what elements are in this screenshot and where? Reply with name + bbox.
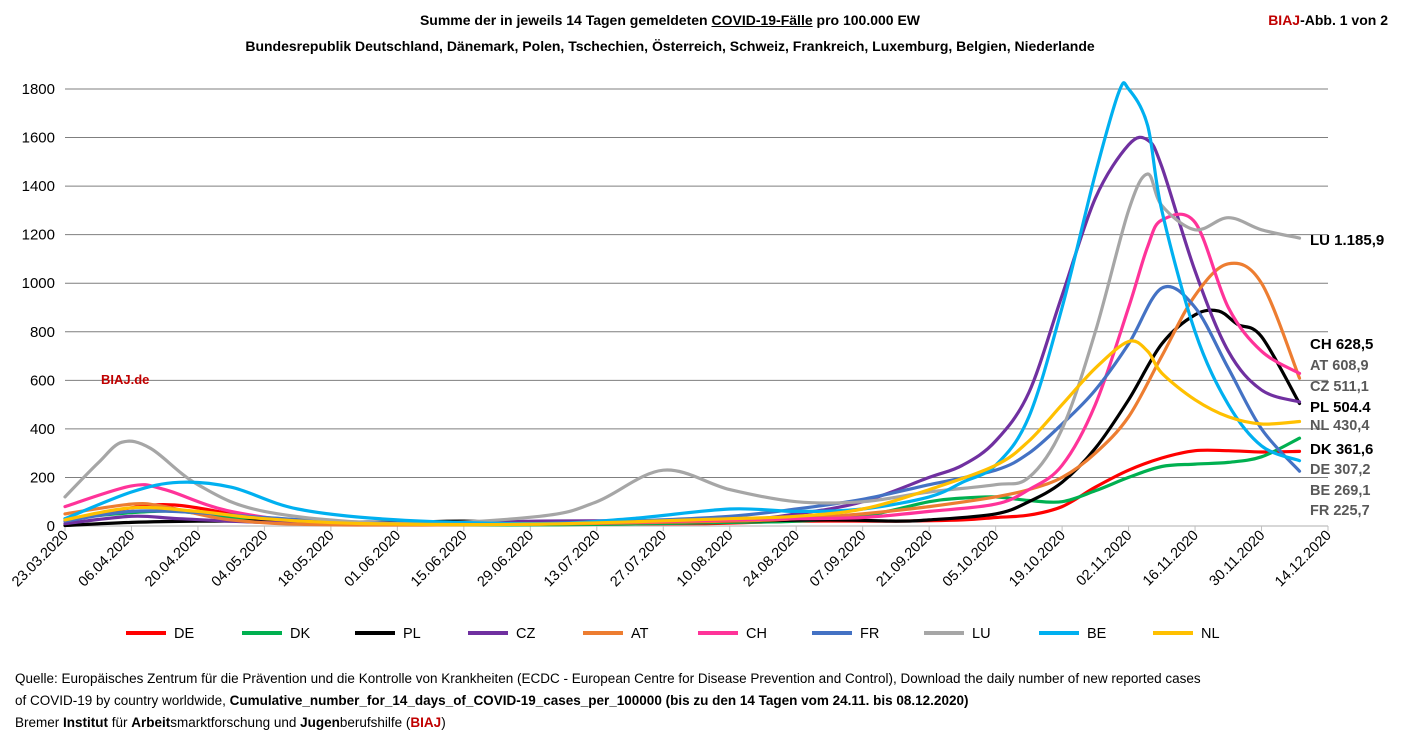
x-tick-label: 06.04.2020: [76, 528, 139, 591]
legend-label-de: DE: [174, 626, 194, 642]
x-tick-label: 23.03.2020: [9, 528, 72, 591]
y-tick-label: 200: [30, 469, 55, 486]
abb-brand: BIAJ: [1268, 12, 1301, 28]
x-tick-label: 02.11.2020: [1074, 528, 1136, 590]
legend-label-lu: LU: [972, 626, 991, 642]
figure-number: BIAJ-Abb. 1 von 2: [1268, 12, 1388, 28]
y-tick-label: 1600: [22, 130, 55, 147]
x-tick-label: 05.10.2020: [940, 528, 1003, 591]
dataset-name: Cumulative_number_for_14_days_of_COVID-1…: [229, 693, 969, 708]
legend-label-be: BE: [1087, 626, 1107, 642]
x-tick-label: 14.12.2020: [1272, 528, 1335, 591]
series-line-cz: [63, 135, 1302, 526]
chart-title: Summe der in jeweils 14 Tagen gemeldeten…: [419, 12, 921, 28]
x-tick-label: 19.10.2020: [1006, 528, 1069, 591]
x-tick-label: 10.08.2020: [674, 528, 737, 591]
legend-label-dk: DK: [290, 626, 310, 642]
y-tick-label: 800: [30, 324, 55, 341]
end-label-at: AT 608,9: [1310, 358, 1369, 374]
series-line-nl: [63, 339, 1302, 527]
end-label-lu: LU 1.185,9: [1310, 232, 1384, 249]
x-tick-label: 15.06.2020: [408, 528, 471, 591]
x-tick-label: 30.11.2020: [1206, 528, 1268, 590]
x-tick-label: 13.07.2020: [541, 528, 604, 591]
x-tick-label: 20.04.2020: [142, 528, 205, 591]
footer-source: Quelle: Europäisches Zentrum für die Prä…: [15, 668, 1201, 734]
end-label-fr: FR 225,7: [1310, 503, 1370, 519]
series-line-at: [63, 261, 1302, 527]
y-tick-label: 600: [30, 372, 55, 389]
x-tick-label: 27.07.2020: [607, 528, 670, 591]
x-tick-label: 01.06.2020: [342, 528, 405, 591]
watermark-biaj: BIAJ.de: [101, 372, 150, 387]
legend-label-fr: FR: [860, 626, 879, 642]
series-line-fr: [63, 285, 1302, 526]
x-tick-label: 16.11.2020: [1140, 528, 1202, 590]
source-line-3: Bremer Institut für Arbeitsmarktforschun…: [15, 715, 446, 730]
chart-subtitle: Bundesrepublik Deutschland, Dänemark, Po…: [245, 38, 1095, 54]
x-tick-label: 21.09.2020: [873, 528, 936, 591]
series-line-lu: [63, 172, 1302, 526]
y-tick-label: 0: [47, 518, 55, 535]
end-label-nl: NL 430,4: [1310, 418, 1369, 434]
x-tick-label: 24.08.2020: [740, 528, 803, 591]
y-tick-label: 1800: [22, 81, 55, 98]
source-line-1: Quelle: Europäisches Zentrum für die Prä…: [15, 671, 1201, 686]
y-tick-label: 400: [30, 421, 55, 438]
end-label-be: BE 269,1: [1310, 483, 1370, 499]
title-underlined: COVID-19-Fälle: [711, 12, 813, 28]
source-line-2: of COVID-19 by country worldwide, Cumula…: [15, 693, 969, 708]
y-axis-ticks: 0 200 400 600 800 1000 1200 1400 1600 1800: [22, 81, 55, 535]
line-chart: 0 200 400 600 800 1000 1200 1400 1600 1800 23.03.…: [9, 81, 1384, 642]
y-tick-label: 1200: [22, 227, 55, 244]
end-label-cz: CZ 511,1: [1310, 379, 1369, 395]
x-tick-label: 07.09.2020: [807, 528, 870, 591]
end-label-pl: PL 504.4: [1310, 399, 1371, 416]
x-tick-label: 18.05.2020: [275, 528, 338, 591]
legend-label-cz: CZ: [516, 626, 535, 642]
end-label-de: DE 307,2: [1310, 462, 1370, 478]
end-label-dk: DK 361,6: [1310, 441, 1373, 458]
legend-label-at: AT: [631, 626, 649, 642]
end-labels: LU 1.185,9 CH 628,5 AT 608,9 CZ 511,1 PL 504…: [1310, 232, 1384, 519]
series-line-be: [63, 81, 1302, 526]
end-label-ch: CH 628,5: [1310, 336, 1373, 353]
x-axis-ticks: 23.03.2020 06.04.2020 20.04.2020 04.05.2020…: [9, 528, 1335, 591]
legend-label-nl: NL: [1201, 626, 1220, 642]
y-tick-label: 1400: [22, 178, 55, 195]
x-tick-label: 29.06.2020: [475, 528, 538, 591]
legend-label-ch: CH: [746, 626, 767, 642]
x-tick-label: 04.05.2020: [209, 528, 272, 591]
y-tick-label: 1000: [22, 275, 55, 292]
legend: DE DK PL CZ AT CH FR LU BE NL: [126, 626, 1220, 642]
legend-label-pl: PL: [403, 626, 421, 642]
series-lines: [63, 81, 1302, 528]
